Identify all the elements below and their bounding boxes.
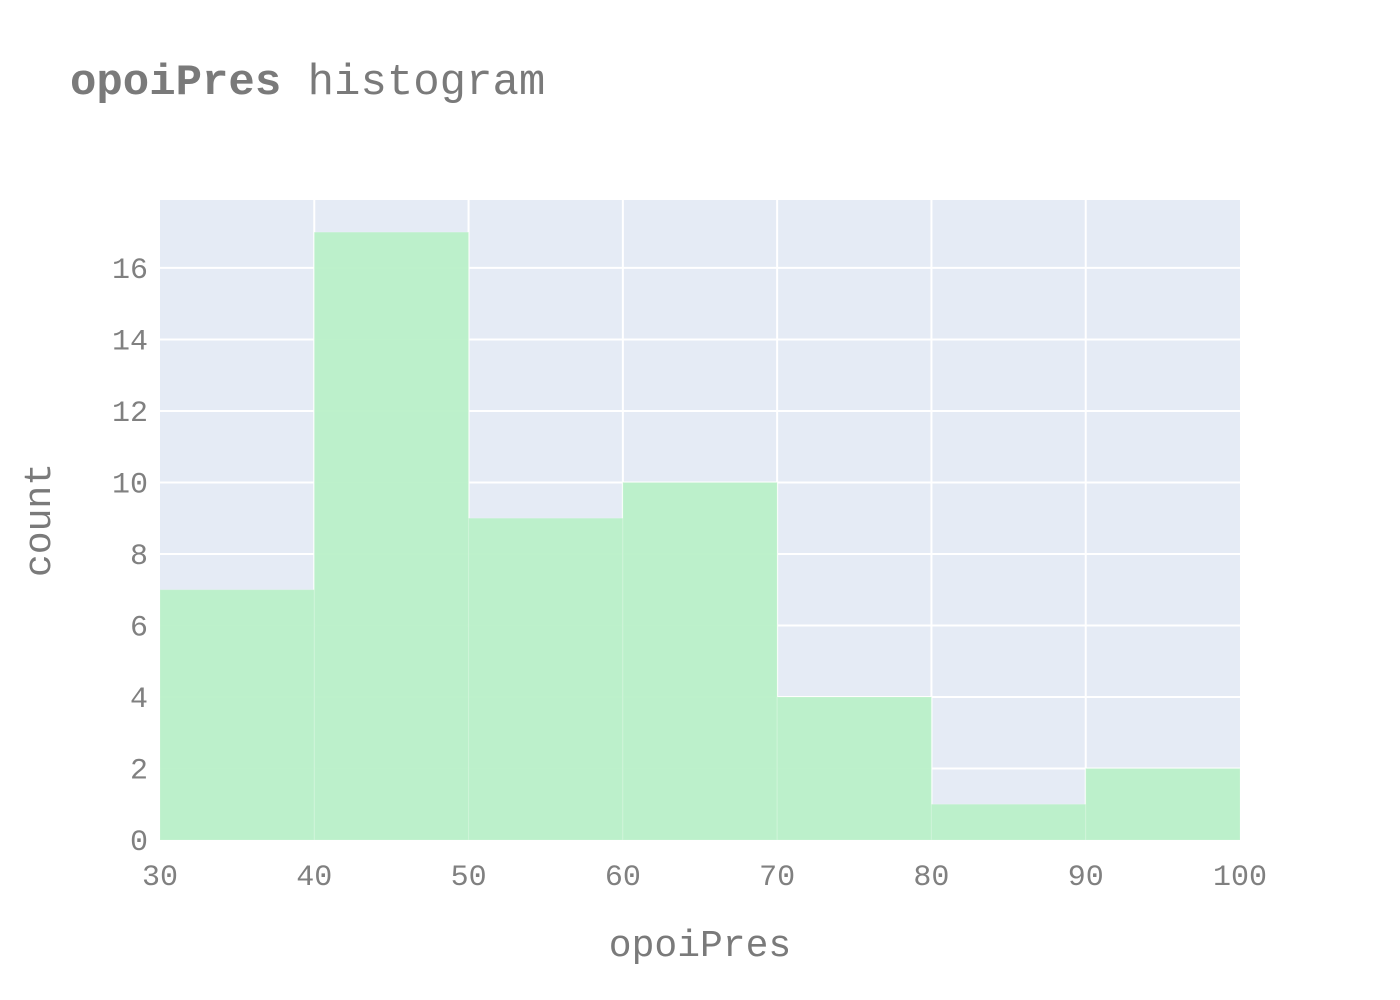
x-tick-label: 40 bbox=[296, 861, 332, 895]
y-tick-label: 8 bbox=[130, 540, 148, 574]
y-tick-label: 16 bbox=[112, 254, 148, 288]
histogram-bar bbox=[159, 589, 315, 841]
x-tick-label: 100 bbox=[1213, 861, 1267, 895]
x-axis-title: opoiPres bbox=[609, 925, 791, 968]
chart-title: opoiPres histogram bbox=[70, 58, 545, 108]
y-axis-ticks: 0 2 4 6 8 10 12 14 16 bbox=[112, 254, 148, 860]
y-axis-title: count bbox=[19, 463, 62, 577]
y-tick-label: 14 bbox=[112, 325, 148, 359]
chart-title-rest: histogram bbox=[281, 58, 546, 108]
x-tick-label: 90 bbox=[1068, 861, 1104, 895]
chart-title-bold: opoiPres bbox=[70, 58, 282, 108]
histogram-bar bbox=[313, 231, 470, 841]
bars bbox=[159, 231, 1241, 841]
y-tick-label: 12 bbox=[112, 397, 148, 431]
x-tick-label: 80 bbox=[913, 861, 949, 895]
histogram-bar bbox=[1085, 767, 1241, 841]
histogram-bar bbox=[776, 696, 932, 841]
y-tick-label: 0 bbox=[130, 826, 148, 860]
x-tick-label: 60 bbox=[605, 861, 641, 895]
y-tick-label: 2 bbox=[130, 754, 148, 788]
x-axis-ticks: 30 40 50 60 70 80 90 100 bbox=[142, 861, 1267, 895]
y-tick-label: 6 bbox=[130, 611, 148, 645]
x-tick-label: 70 bbox=[759, 861, 795, 895]
histogram-bar bbox=[468, 517, 624, 841]
x-tick-label: 50 bbox=[451, 861, 487, 895]
histogram-bar bbox=[622, 481, 778, 841]
y-tick-label: 10 bbox=[112, 468, 148, 502]
histogram-bar bbox=[930, 803, 1087, 841]
x-tick-label: 30 bbox=[142, 861, 178, 895]
y-tick-label: 4 bbox=[130, 683, 148, 717]
